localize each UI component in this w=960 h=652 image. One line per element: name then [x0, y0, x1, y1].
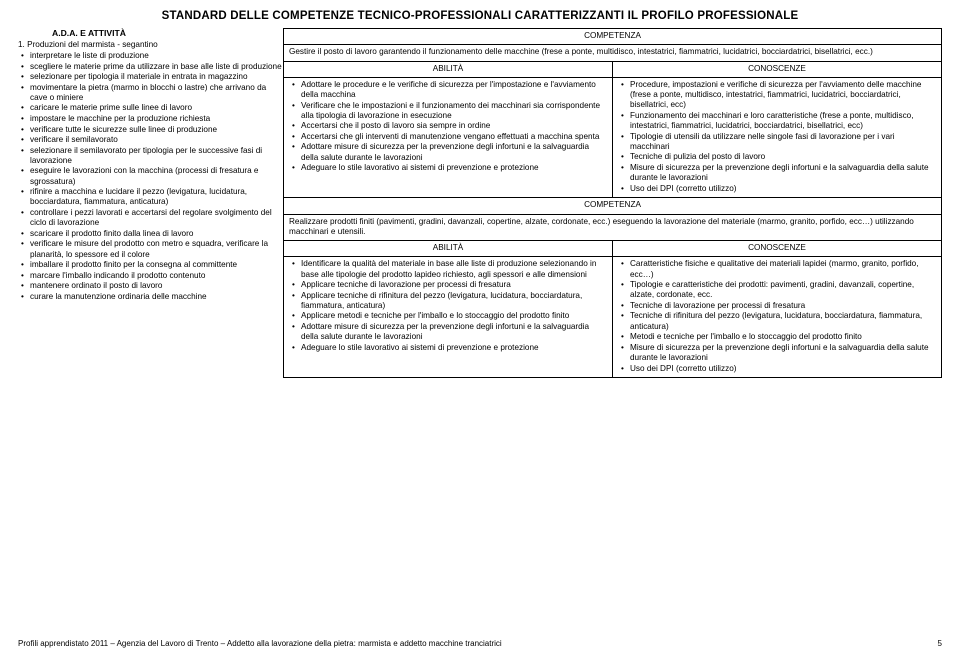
- abilita-header-1: ABILITÀ: [284, 61, 613, 77]
- activity-heading: 1. Produzioni del marmista - segantino: [18, 40, 283, 50]
- page-footer: Profili apprendistato 2011 – Agenzia del…: [18, 639, 942, 648]
- list-item: Procedure, impostazioni e verifiche di s…: [618, 80, 936, 111]
- list-item: Accertarsi che il posto di lavoro sia se…: [289, 121, 607, 131]
- list-item: Tipologie e caratteristiche dei prodotti…: [618, 280, 936, 301]
- list-item: interpretare le liste di produzione: [18, 51, 283, 61]
- list-item: eseguire le lavorazioni con la macchina …: [18, 166, 283, 187]
- abilita-cell-2: Identificare la qualità del materiale in…: [284, 257, 613, 378]
- right-column: COMPETENZA Gestire il posto di lavoro ga…: [283, 28, 942, 378]
- left-column: A.D.A. E ATTIVITÀ 1. Produzioni del marm…: [18, 28, 283, 378]
- page-container: STANDARD DELLE COMPETENZE TECNICO-PROFES…: [0, 0, 960, 652]
- list-item: Funzionamento dei macchinari e loro cara…: [618, 111, 936, 132]
- list-item: scegliere le materie prime da utilizzare…: [18, 62, 283, 72]
- ada-heading: A.D.A. E ATTIVITÀ: [18, 28, 283, 39]
- competenza-text-1: Gestire il posto di lavoro garantendo il…: [284, 45, 942, 61]
- competenza-header-1: COMPETENZA: [284, 29, 942, 45]
- competence-table: COMPETENZA Gestire il posto di lavoro ga…: [283, 28, 942, 378]
- conoscenze-header-1: CONOSCENZE: [613, 61, 942, 77]
- list-item: Adottare misure di sicurezza per la prev…: [289, 142, 607, 163]
- conoscenze-cell-2: Caratteristiche fisiche e qualitative de…: [613, 257, 942, 378]
- page-title: STANDARD DELLE COMPETENZE TECNICO-PROFES…: [18, 10, 942, 22]
- list-item: movimentare la pietra (marmo in blocchi …: [18, 83, 283, 104]
- list-item: verificare il semilavorato: [18, 135, 283, 145]
- list-item: Tipologie di utensili da utilizzare nell…: [618, 132, 936, 153]
- conoscenze-cell-1: Procedure, impostazioni e verifiche di s…: [613, 77, 942, 198]
- list-item: marcare l'imballo indicando il prodotto …: [18, 271, 283, 281]
- list-item: Applicare tecniche di rifinitura del pez…: [289, 291, 607, 312]
- list-item: Caratteristiche fisiche e qualitative de…: [618, 259, 936, 280]
- columns: A.D.A. E ATTIVITÀ 1. Produzioni del marm…: [18, 28, 942, 378]
- competenza-header-2: COMPETENZA: [284, 198, 942, 214]
- list-item: curare la manutenzione ordinaria delle m…: [18, 292, 283, 302]
- list-item: Uso dei DPI (corretto utilizzo): [618, 184, 936, 194]
- conoscenze-header-2: CONOSCENZE: [613, 241, 942, 257]
- activity-list: interpretare le liste di produzionescegl…: [18, 51, 283, 302]
- list-item: rifinire a macchina e lucidare il pezzo …: [18, 187, 283, 208]
- list-item: selezionare per tipologia il materiale i…: [18, 72, 283, 82]
- footer-text: Profili apprendistato 2011 – Agenzia del…: [18, 639, 502, 648]
- list-item: Metodi e tecniche per l'imballo e lo sto…: [618, 332, 936, 342]
- list-item: Tecniche di rifinitura del pezzo (leviga…: [618, 311, 936, 332]
- list-item: verificare tutte le sicurezze sulle line…: [18, 125, 283, 135]
- list-item: Adeguare lo stile lavorativo ai sistemi …: [289, 163, 607, 173]
- list-item: selezionare il semilavorato per tipologi…: [18, 146, 283, 167]
- list-item: controllare i pezzi lavorati e accertars…: [18, 208, 283, 229]
- list-item: impostare le macchine per la produzione …: [18, 114, 283, 124]
- list-item: Tecniche di pulizia del posto di lavoro: [618, 152, 936, 162]
- list-item: Accertarsi che gli interventi di manuten…: [289, 132, 607, 142]
- list-item: Tecniche di lavorazione per processi di …: [618, 301, 936, 311]
- list-item: imballare il prodotto finito per la cons…: [18, 260, 283, 270]
- list-item: Adeguare lo stile lavorativo ai sistemi …: [289, 343, 607, 353]
- abilita-cell-1: Adottare le procedure e le verifiche di …: [284, 77, 613, 198]
- list-item: Identificare la qualità del materiale in…: [289, 259, 607, 280]
- list-item: Uso dei DPI (corretto utilizzo): [618, 364, 936, 374]
- list-item: caricare le materie prime sulle linee di…: [18, 103, 283, 113]
- competenza-text-2: Realizzare prodotti finiti (pavimenti, g…: [284, 214, 942, 241]
- list-item: verificare le misure del prodotto con me…: [18, 239, 283, 260]
- list-item: mantenere ordinato il posto di lavoro: [18, 281, 283, 291]
- abilita-header-2: ABILITÀ: [284, 241, 613, 257]
- list-item: Applicare metodi e tecniche per l'imball…: [289, 311, 607, 321]
- list-item: Adottare le procedure e le verifiche di …: [289, 80, 607, 101]
- list-item: Misure di sicurezza per la prevenzione d…: [618, 163, 936, 184]
- list-item: scaricare il prodotto finito dalla linea…: [18, 229, 283, 239]
- list-item: Adottare misure di sicurezza per la prev…: [289, 322, 607, 343]
- list-item: Misure di sicurezza per la prevenzione d…: [618, 343, 936, 364]
- list-item: Applicare tecniche di lavorazione per pr…: [289, 280, 607, 290]
- page-number: 5: [938, 639, 942, 648]
- list-item: Verificare che le impostazioni e il funz…: [289, 101, 607, 122]
